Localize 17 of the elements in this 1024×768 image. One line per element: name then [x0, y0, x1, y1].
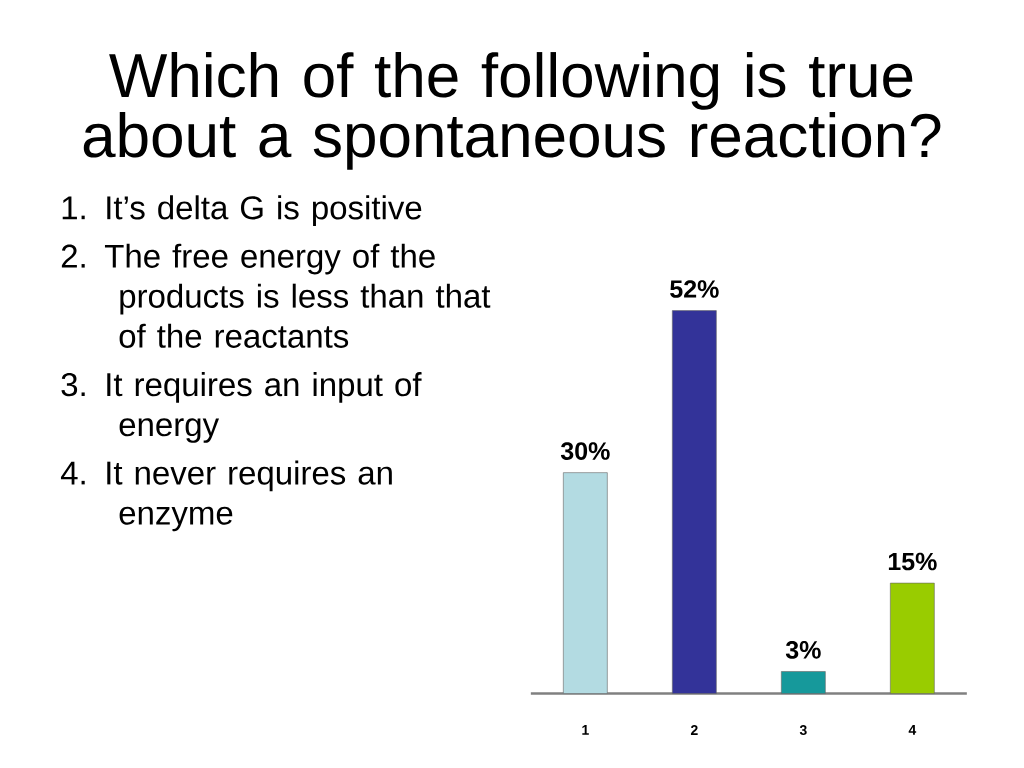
x-tick-label: 1: [582, 725, 589, 735]
text: 2. The free energy of the products is less than that of the reactants: [61, 243, 491, 348]
x-tick-label: 4: [908, 725, 917, 735]
x-tick-label: 2: [690, 725, 698, 735]
bar: [781, 671, 826, 694]
bar: [563, 472, 608, 694]
text: 1. It’s delta G is positive: [62, 195, 422, 227]
text: 4. It never requires an enzyme: [60, 460, 392, 532]
text: 3. It requires an input of energy: [61, 372, 422, 443]
bar: [890, 582, 935, 694]
data-label: 52%: [670, 280, 719, 298]
chart-title: Which of the following is true about a spontaneous reaction?: [83, 52, 941, 170]
data-label: 15%: [888, 552, 937, 571]
bar: [672, 310, 717, 694]
data-label: 30%: [560, 442, 610, 460]
x-tick-label: 3: [799, 725, 807, 736]
data-label: 3%: [785, 641, 821, 659]
